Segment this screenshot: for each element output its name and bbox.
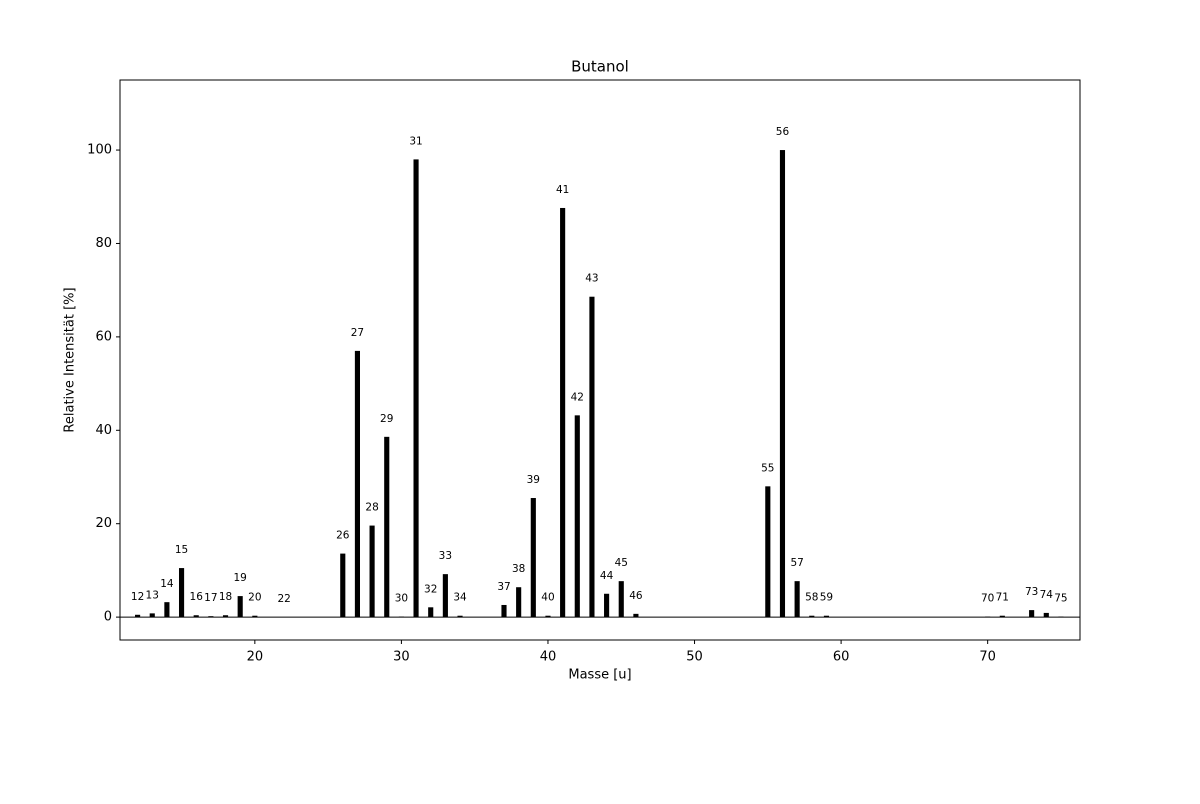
bar-label: 33 <box>439 550 452 562</box>
bar-label: 30 <box>395 593 408 605</box>
y-tick-label: 0 <box>104 610 112 625</box>
bar-label: 16 <box>190 591 204 603</box>
bar <box>531 498 536 617</box>
x-tick-label: 30 <box>393 650 410 665</box>
bar <box>824 616 829 617</box>
bar <box>1029 610 1034 617</box>
bar-label: 56 <box>776 126 790 138</box>
y-tick-label: 100 <box>87 143 112 158</box>
bar <box>619 581 624 617</box>
bar <box>384 437 389 617</box>
bar <box>516 587 521 617</box>
bar <box>223 615 228 617</box>
bar <box>370 526 375 618</box>
bar-label: 42 <box>571 391 584 403</box>
bar <box>443 574 448 617</box>
bar-label: 57 <box>790 557 803 569</box>
bar <box>809 616 814 617</box>
bar-label: 71 <box>996 592 1009 604</box>
bar-label: 12 <box>131 591 144 603</box>
bar-label: 43 <box>585 273 598 285</box>
y-tick-label: 20 <box>95 516 112 531</box>
bar <box>780 150 785 617</box>
bar <box>589 297 594 617</box>
bar-label: 14 <box>160 578 174 590</box>
bar <box>208 616 213 617</box>
bar <box>194 615 199 617</box>
bar <box>795 581 800 617</box>
bar <box>238 596 243 617</box>
x-tick-label: 40 <box>540 650 557 665</box>
x-tick-label: 50 <box>686 650 703 665</box>
bar <box>340 554 345 618</box>
bar-label: 22 <box>277 593 290 605</box>
bar-label: 29 <box>380 413 393 425</box>
bar-label: 59 <box>820 592 833 604</box>
bar <box>428 607 433 617</box>
x-tick-label: 20 <box>247 650 264 665</box>
bar-label: 45 <box>615 557 628 569</box>
bar-label: 18 <box>219 591 232 603</box>
bar-label: 55 <box>761 462 774 474</box>
y-tick-label: 80 <box>95 236 112 251</box>
bar-label: 34 <box>453 592 467 604</box>
x-tick-label: 60 <box>833 650 850 665</box>
bar <box>545 616 550 617</box>
bar-label: 38 <box>512 563 525 575</box>
bar <box>633 614 638 617</box>
bar-label: 58 <box>805 592 818 604</box>
bar-label: 15 <box>175 544 188 556</box>
x-tick-label: 70 <box>979 650 996 665</box>
chart-title: Butanol <box>571 58 629 76</box>
bar-label: 39 <box>527 474 540 486</box>
bar <box>575 415 580 617</box>
bar-label: 46 <box>629 590 643 602</box>
bar-label: 20 <box>248 592 261 604</box>
bar <box>355 351 360 617</box>
bar-label: 32 <box>424 583 437 595</box>
x-axis-label: Masse [u] <box>568 668 631 683</box>
bar <box>457 616 462 617</box>
bar-label: 70 <box>981 593 994 605</box>
bar-label: 75 <box>1054 593 1067 605</box>
bar-label: 31 <box>409 135 422 147</box>
bar-label: 74 <box>1040 589 1054 601</box>
bar-label: 17 <box>204 592 217 604</box>
bar <box>765 486 770 617</box>
plot-frame <box>120 80 1080 640</box>
bar <box>150 613 155 617</box>
y-tick-label: 40 <box>95 423 112 438</box>
bar-label: 27 <box>351 327 364 339</box>
bar-label: 28 <box>365 502 378 514</box>
bar <box>413 159 418 617</box>
bar <box>604 594 609 617</box>
bar <box>1044 613 1049 617</box>
bar-label: 40 <box>541 592 554 604</box>
bar <box>135 615 140 617</box>
bar-label: 44 <box>600 570 614 582</box>
y-axis-label: Relative Intensität [%] <box>63 287 78 432</box>
bar-label: 13 <box>146 589 159 601</box>
bar <box>252 616 257 617</box>
bar-label: 37 <box>497 581 510 593</box>
y-tick-label: 60 <box>95 329 112 344</box>
bar <box>179 568 184 617</box>
bar <box>164 602 169 617</box>
bar-label: 26 <box>336 530 350 542</box>
bar-label: 73 <box>1025 586 1038 598</box>
bar <box>560 208 565 617</box>
bar-label: 19 <box>233 572 246 584</box>
bar-label: 41 <box>556 184 569 196</box>
bar <box>501 605 506 617</box>
bar <box>1000 616 1005 617</box>
